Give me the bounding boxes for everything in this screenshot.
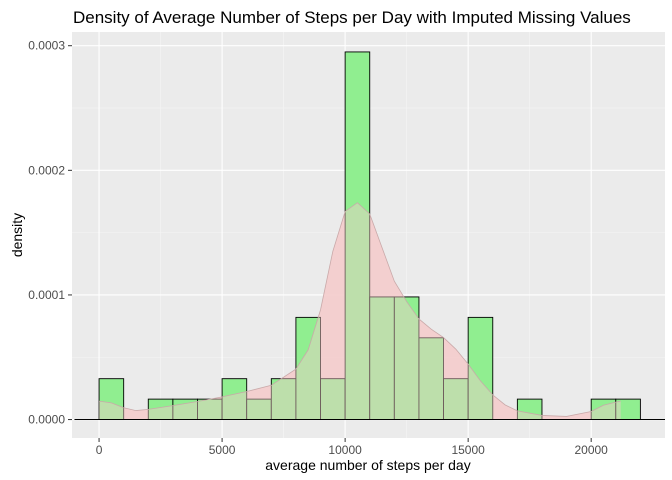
density-line-layer — [99, 202, 621, 420]
y-tick-label: 0.0001 — [28, 288, 65, 302]
x-tick-label: 5000 — [209, 443, 236, 457]
y-tick-label: 0.0000 — [28, 413, 65, 427]
histogram-bar — [344, 51, 371, 421]
histogram-layer — [98, 51, 641, 421]
x-tick-label: 20000 — [574, 443, 608, 457]
histogram-bar — [369, 296, 395, 421]
histogram-bar — [467, 316, 494, 421]
x-axis: 0 5000 10000 15000 20000 — [96, 438, 608, 457]
y-tick-label: 0.0002 — [28, 163, 65, 177]
x-tick-label: 0 — [96, 443, 103, 457]
density-line — [99, 202, 621, 417]
histogram-bar — [270, 378, 297, 421]
histogram-bar — [393, 296, 420, 421]
x-axis-title: average number of steps per day — [265, 457, 470, 473]
density-overlay — [99, 202, 621, 420]
chart-title: Density of Average Number of Steps per D… — [73, 8, 631, 27]
y-axis-title: density — [9, 213, 25, 257]
histogram-bar — [221, 378, 248, 421]
histogram-bar — [295, 316, 321, 421]
y-tick-label: 0.0003 — [28, 39, 65, 53]
x-tick-label: 10000 — [328, 443, 362, 457]
histogram-bar — [98, 378, 125, 421]
x-tick-label: 15000 — [451, 443, 485, 457]
y-axis: 0.0000 0.0001 0.0002 0.0003 — [28, 39, 72, 427]
